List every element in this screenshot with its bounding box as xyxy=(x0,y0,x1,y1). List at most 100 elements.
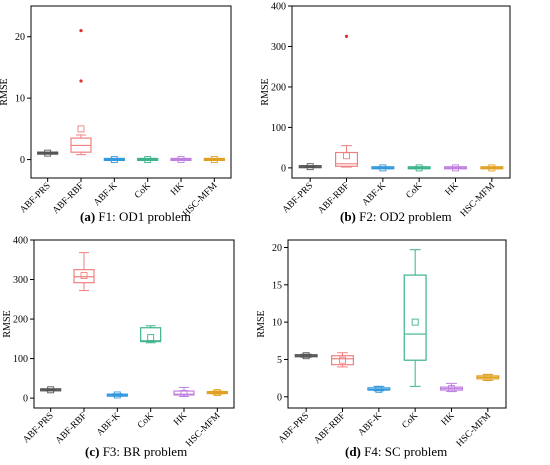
mean-marker xyxy=(47,386,55,394)
plot-frame xyxy=(33,239,235,409)
caption-b: (b) F2: OD2 problem xyxy=(340,209,452,225)
box-cok xyxy=(140,325,162,344)
mean-marker xyxy=(306,163,314,171)
mean-marker xyxy=(415,164,423,172)
mean-marker xyxy=(210,156,218,164)
box-abf-rbf xyxy=(70,28,92,156)
x-category-label: ABF-PRS xyxy=(21,411,55,445)
x-category-label: ABF-K xyxy=(357,411,384,438)
mean-marker xyxy=(144,156,152,164)
box-cok xyxy=(407,164,431,172)
x-category-label: HSC-MFM xyxy=(184,411,222,449)
box-abf-prs xyxy=(37,149,59,157)
y-tick-label: 15 xyxy=(272,280,282,291)
box-cok xyxy=(403,249,427,387)
plot-frame xyxy=(287,239,507,409)
mean-marker xyxy=(147,334,155,342)
y-tick-label: 10 xyxy=(15,94,25,105)
box-abf-k xyxy=(106,391,128,399)
caption-a: (a) F1: OD1 problem xyxy=(80,209,191,225)
y-tick-label: 400 xyxy=(13,236,28,247)
mean-marker xyxy=(375,385,383,393)
x-category-label: ABF-PRS xyxy=(281,181,315,215)
box-abf-k xyxy=(103,156,125,164)
y-axis-label: RMSE xyxy=(256,310,267,337)
y-tick-label: 10 xyxy=(272,318,282,329)
mean-marker xyxy=(452,164,459,172)
plot-frame xyxy=(291,5,511,179)
x-category-label: CoK xyxy=(136,411,156,431)
outlier-point xyxy=(79,79,83,83)
caption-a-text: F1: OD1 problem xyxy=(95,209,191,224)
box-abf-prs xyxy=(294,352,318,360)
outlier-point xyxy=(79,28,83,33)
box-hk xyxy=(170,156,192,164)
x-category-label: ABF-K xyxy=(361,181,388,208)
box-hk xyxy=(444,164,468,172)
y-tick-label: 5 xyxy=(277,355,282,366)
x-category-label: ABF-RBF xyxy=(54,411,89,446)
x-category-label: HK xyxy=(440,411,457,428)
x-category-label: CoK xyxy=(133,181,153,201)
box-hsc-mfm xyxy=(203,156,225,164)
mean-marker xyxy=(343,152,350,160)
mean-marker xyxy=(448,385,455,393)
x-category-label: HK xyxy=(172,411,189,428)
y-tick-label: 20 xyxy=(272,243,282,254)
x-category-label: CoK xyxy=(405,181,425,201)
mean-marker xyxy=(411,318,419,326)
y-tick-label: 20 xyxy=(15,32,25,43)
y-axis-label: RMSE xyxy=(0,78,10,105)
caption-d-label: (d) xyxy=(345,444,361,459)
caption-b-text: F2: OD2 problem xyxy=(355,209,452,224)
box-hsc-mfm xyxy=(476,373,500,381)
y-tick-label: 300 xyxy=(271,42,286,53)
box-hsc-mfm xyxy=(206,389,228,397)
box-abf-k xyxy=(367,385,391,393)
mean-marker xyxy=(379,164,387,172)
mean-marker xyxy=(77,125,85,133)
box-cok xyxy=(137,156,159,164)
mean-marker xyxy=(177,156,185,164)
x-category-label: ABF-K xyxy=(95,411,122,438)
y-tick-label: 200 xyxy=(13,315,28,326)
mean-marker xyxy=(44,149,52,157)
mean-marker xyxy=(110,156,118,164)
plot-frame xyxy=(30,5,232,179)
x-category-label: HSC-MFM xyxy=(459,181,497,219)
mean-marker xyxy=(339,356,346,364)
mean-marker xyxy=(80,272,88,280)
box-iqr xyxy=(140,327,162,343)
x-category-label: ABF-RBF xyxy=(313,411,348,446)
x-category-label: ABF-K xyxy=(92,181,119,208)
caption-b-label: (b) xyxy=(340,209,356,224)
outlier-point xyxy=(344,34,349,38)
caption-c-label: (c) xyxy=(85,444,100,459)
mean-marker xyxy=(302,352,310,360)
y-tick-label: 400 xyxy=(271,2,286,13)
y-tick-label: 300 xyxy=(13,275,28,286)
box-abf-prs xyxy=(40,386,62,394)
box-hk xyxy=(173,386,195,398)
y-tick-label: 100 xyxy=(13,354,28,365)
box-iqr xyxy=(331,355,355,366)
box-abf-rbf xyxy=(73,252,95,292)
mean-marker xyxy=(484,373,492,381)
x-category-label: HK xyxy=(444,181,461,198)
caption-d: (d) F4: SC problem xyxy=(345,444,447,460)
mean-marker xyxy=(488,164,496,172)
x-category-label: HSC-MFM xyxy=(455,411,493,449)
y-tick-label: 0 xyxy=(281,163,286,174)
caption-a-label: (a) xyxy=(80,209,96,224)
mean-marker xyxy=(113,391,121,399)
caption-c: (c) F3: BR problem xyxy=(85,444,187,460)
y-tick-label: 200 xyxy=(271,82,286,93)
box-abf-k xyxy=(371,164,395,172)
y-tick-label: 0 xyxy=(277,392,282,403)
box-abf-rbf xyxy=(335,34,359,168)
x-category-label: HK xyxy=(169,181,186,198)
x-category-label: CoK xyxy=(401,411,421,431)
box-iqr xyxy=(403,274,427,361)
